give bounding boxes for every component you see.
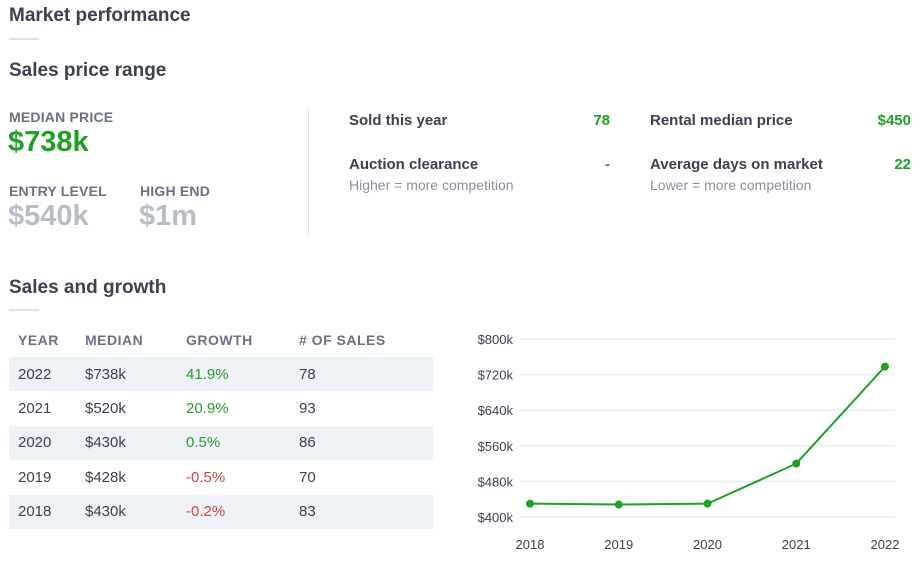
- y-tick-label: $560k: [478, 439, 514, 454]
- cell-growth: 0.5%: [177, 425, 290, 461]
- x-tick-label: 2019: [604, 537, 633, 552]
- sales-table: YEAR MEDIAN GROWTH # OF SALES 2022 $738k…: [9, 323, 433, 529]
- cell-year: 2022: [9, 357, 76, 392]
- data-point: [792, 459, 801, 468]
- column-header-year: YEAR: [18, 332, 59, 348]
- column-header-median: MEDIAN: [85, 332, 144, 348]
- y-tick-label: $400k: [478, 510, 514, 525]
- cell-sales: 86: [290, 425, 433, 461]
- cell-growth: -0.2%: [177, 494, 290, 529]
- table-row: 2018 $430k -0.2% 83: [9, 494, 433, 529]
- sales-growth-underline: [9, 309, 39, 311]
- sold-this-year-value: 78: [593, 112, 610, 129]
- cell-median: $430k: [76, 494, 177, 529]
- x-tick-label: 2022: [871, 537, 900, 552]
- table-row: 2020 $430k 0.5% 86: [9, 425, 433, 461]
- cell-sales: 70: [299, 468, 316, 486]
- cell-year: 2018: [9, 494, 76, 529]
- median-price-chart: $400k$480k$560k$640k$720k$800k 2018 2019 2…: [478, 332, 900, 552]
- cell-sales: 78: [290, 357, 433, 392]
- cell-year: 2020: [9, 425, 76, 461]
- data-point: [614, 500, 623, 509]
- vertical-divider: [308, 107, 309, 237]
- median-price-label: MEDIAN PRICE: [9, 109, 114, 125]
- cell-sales: 93: [299, 400, 316, 418]
- column-header-growth: GROWTH: [186, 332, 253, 348]
- data-point: [881, 362, 889, 371]
- column-header-sales: # OF SALES: [299, 332, 386, 348]
- table-header-row: YEAR MEDIAN GROWTH # OF SALES: [9, 323, 433, 357]
- cell-growth: 41.9%: [177, 357, 290, 392]
- high-end-value: $1m: [139, 200, 198, 232]
- cell-year: 2019: [18, 468, 52, 486]
- data-point: [526, 499, 534, 508]
- median-price-value: $738k: [8, 126, 89, 158]
- cell-year: 2021: [18, 400, 52, 418]
- table-row: 2021 $520k 20.9% 93: [9, 391, 433, 425]
- series-line: [529, 365, 886, 506]
- cell-median: $428k: [85, 468, 126, 486]
- cell-median: $430k: [76, 425, 177, 461]
- rental-median-label: Rental median price: [650, 112, 793, 129]
- high-end-label: HIGH END: [140, 183, 211, 199]
- auction-clearance-sub: Higher = more competition: [349, 177, 514, 193]
- page-title: Market performance: [9, 5, 191, 26]
- chart-gridlines: [520, 338, 895, 518]
- cell-growth: 20.9%: [186, 400, 229, 418]
- cell-median: $738k: [76, 357, 177, 392]
- title-underline: [9, 38, 39, 40]
- cell-growth: -0.5%: [186, 468, 226, 486]
- data-point: [703, 499, 712, 508]
- auction-clearance-value: -: [605, 156, 610, 173]
- x-tick-label: 2021: [782, 537, 811, 552]
- table-row: 2022 $738k 41.9% 78: [9, 357, 433, 392]
- sold-this-year-label: Sold this year: [349, 112, 448, 129]
- section-title-price-range: Sales price range: [9, 60, 167, 81]
- days-on-market-sub: Lower = more competition: [650, 177, 812, 193]
- y-tick-label: $640k: [478, 403, 514, 418]
- y-tick-label: $800k: [478, 332, 514, 347]
- table-row: 2019 $428k -0.5% 70: [9, 460, 433, 494]
- section-title-sales-growth: Sales and growth: [9, 277, 167, 298]
- entry-level-value: $540k: [8, 200, 89, 232]
- rental-median-value: $450: [877, 112, 911, 129]
- auction-clearance-label: Auction clearance: [349, 156, 479, 173]
- x-tick-label: 2020: [693, 537, 722, 552]
- y-tick-label: $720k: [478, 368, 514, 383]
- x-tick-label: 2018: [516, 537, 545, 552]
- chart-points: [526, 362, 889, 509]
- chart-x-axis: 2018 2019 2020 2021 2022: [516, 537, 900, 552]
- y-tick-label: $480k: [478, 474, 514, 489]
- entry-level-label: ENTRY LEVEL: [9, 183, 107, 199]
- cell-sales: 83: [290, 494, 433, 529]
- cell-median: $520k: [85, 400, 126, 418]
- days-on-market-label: Average days on market: [650, 156, 823, 173]
- days-on-market-value: 22: [894, 156, 911, 173]
- chart-y-axis: $400k $480k $560k $640k $720k $800k: [478, 332, 514, 525]
